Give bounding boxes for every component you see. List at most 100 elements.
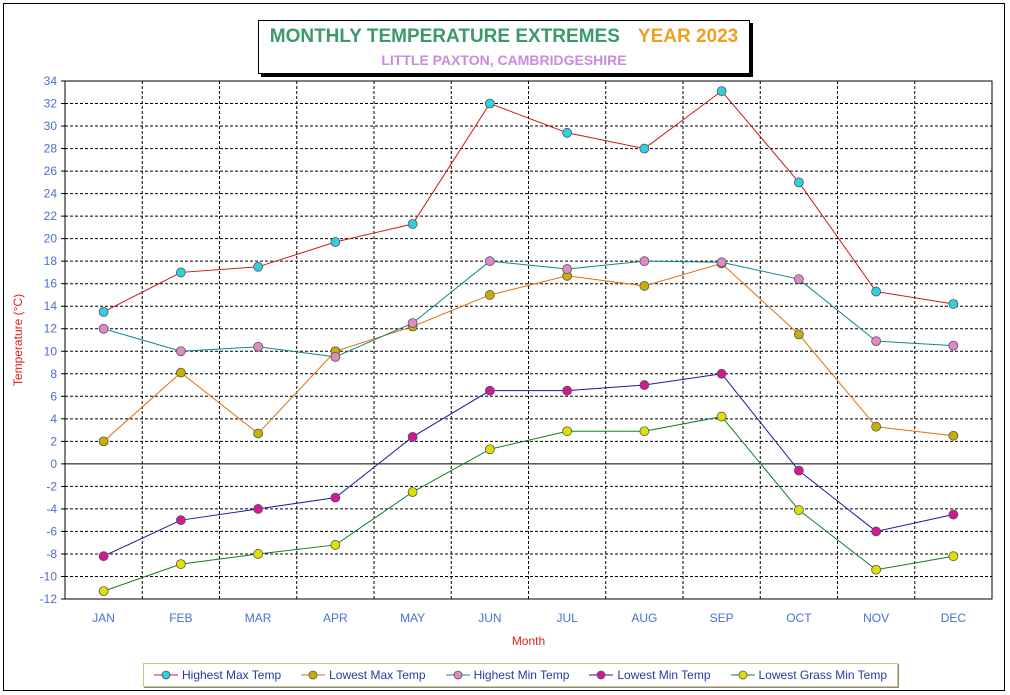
- data-point: [175, 346, 186, 357]
- x-tick-label: JAN: [92, 611, 115, 625]
- data-point: [562, 385, 573, 396]
- y-tick-label: 8: [50, 367, 57, 381]
- data-point: [639, 143, 650, 154]
- chart-title: MONTHLY TEMPERATURE EXTREMES YEAR 2023: [259, 26, 749, 48]
- legend-item: Highest Max Temp: [153, 668, 282, 682]
- data-point: [484, 98, 495, 109]
- series-line-0: [103, 90, 954, 313]
- data-point: [330, 492, 341, 503]
- x-tick-label: JUL: [556, 611, 578, 625]
- chart-title-main: MONTHLY TEMPERATURE EXTREMES: [269, 26, 620, 47]
- y-tick-label: -2: [46, 479, 57, 493]
- data-point: [253, 341, 264, 352]
- x-tick-label: APR: [323, 611, 348, 625]
- data-point: [175, 367, 186, 378]
- data-point: [716, 257, 727, 268]
- y-tick-label: 10: [44, 344, 58, 358]
- y-tick-label: 20: [44, 232, 58, 246]
- data-point: [639, 281, 650, 291]
- series-line-3: [103, 373, 954, 557]
- data-point: [948, 299, 959, 309]
- x-tick-label: OCT: [786, 611, 812, 625]
- y-tick-label: -10: [40, 569, 58, 583]
- data-point: [98, 306, 109, 317]
- data-point: [330, 237, 341, 247]
- y-tick-label: 12: [44, 322, 58, 336]
- x-axis-label: Month: [512, 634, 545, 648]
- data-point: [716, 86, 727, 97]
- series-line-4: [103, 416, 954, 592]
- data-point: [871, 526, 882, 537]
- y-tick-label: -4: [46, 502, 57, 516]
- y-tick-label: 26: [44, 164, 58, 178]
- data-point: [948, 509, 959, 520]
- data-point: [407, 318, 418, 329]
- data-point: [716, 368, 727, 379]
- data-point: [98, 551, 109, 562]
- y-tick-label: -12: [40, 592, 58, 606]
- data-point: [407, 431, 418, 442]
- y-tick-label: 2: [50, 434, 57, 448]
- x-tick-label: FEB: [169, 611, 192, 625]
- x-tick-label: AUG: [631, 611, 657, 625]
- data-point: [253, 261, 264, 272]
- data-point: [98, 436, 109, 447]
- series-line-1: [103, 262, 954, 442]
- legend-item: Lowest Min Temp: [589, 668, 711, 682]
- chart-title-year: YEAR 2023: [637, 26, 739, 47]
- legend-label: Lowest Max Temp: [329, 668, 426, 682]
- data-point: [871, 564, 882, 575]
- y-tick-label: 4: [50, 412, 57, 426]
- x-tick-label: NOV: [863, 611, 889, 625]
- y-tick-label: 0: [50, 457, 57, 471]
- x-tick-label: MAR: [245, 611, 272, 625]
- chart-legend: Highest Max Temp Lowest Max Temp Highest M…: [143, 663, 898, 687]
- x-tick-label: JUN: [478, 611, 501, 625]
- legend-swatch: [589, 670, 614, 680]
- data-point: [253, 549, 264, 559]
- y-tick-label: 6: [50, 389, 57, 403]
- data-point: [948, 340, 959, 351]
- chart-subtitle: LITTLE PAXTON, CAMBRIDGESHIRE: [381, 52, 627, 68]
- legend-swatch: [153, 670, 178, 680]
- data-point: [639, 256, 650, 267]
- data-point: [948, 551, 959, 562]
- y-tick-label: -8: [46, 547, 57, 561]
- data-point: [330, 351, 341, 362]
- data-point: [484, 256, 495, 267]
- data-point: [175, 267, 186, 278]
- data-point: [716, 411, 727, 422]
- data-point: [407, 487, 418, 497]
- y-tick-label: 30: [44, 119, 58, 133]
- data-point: [871, 421, 882, 432]
- y-tick-label: 32: [44, 97, 58, 111]
- legend-label: Lowest Grass Min Temp: [758, 668, 888, 682]
- data-point: [98, 323, 109, 334]
- legend-swatch: [445, 670, 470, 680]
- x-tick-label: DEC: [941, 611, 967, 625]
- data-point: [793, 274, 804, 285]
- y-tick-label: 14: [44, 299, 58, 313]
- data-point: [562, 127, 573, 138]
- y-tick-label: 22: [44, 209, 58, 223]
- y-tick-label: 18: [44, 254, 58, 268]
- legend-item: Highest Min Temp: [445, 668, 570, 682]
- data-point: [253, 428, 264, 439]
- legend-label: Highest Max Temp: [181, 668, 282, 682]
- data-point: [253, 504, 264, 514]
- x-tick-label: MAY: [400, 611, 425, 625]
- data-point: [330, 540, 341, 550]
- data-point: [484, 444, 495, 455]
- legend-label: Highest Min Temp: [473, 668, 570, 682]
- data-point: [98, 586, 109, 597]
- data-point: [175, 559, 186, 569]
- data-point: [793, 177, 804, 188]
- legend-swatch: [301, 670, 326, 680]
- data-point: [871, 286, 882, 297]
- data-point: [175, 515, 186, 526]
- y-tick-label: -6: [46, 524, 57, 538]
- y-axis-label: Temperature (°C): [11, 294, 25, 386]
- legend-label: Lowest Min Temp: [617, 668, 711, 682]
- y-tick-label: 34: [44, 74, 58, 88]
